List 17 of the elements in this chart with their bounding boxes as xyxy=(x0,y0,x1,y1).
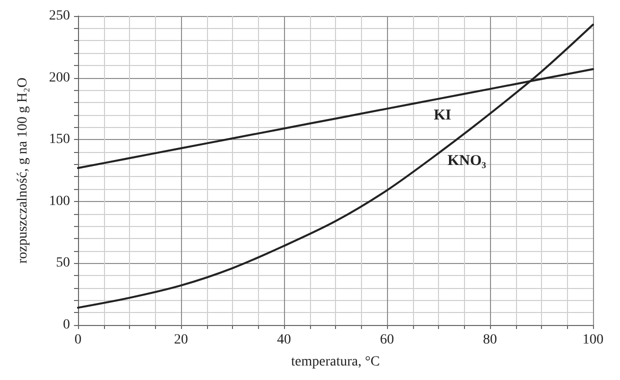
x-tick-label: 80 xyxy=(483,332,497,348)
y-tick-label: 150 xyxy=(49,132,70,148)
x-tick-label: 0 xyxy=(74,332,82,348)
y-tick-label: 250 xyxy=(49,8,70,24)
x-tick-label: 20 xyxy=(174,332,188,348)
x-tick-label: 60 xyxy=(380,332,394,348)
y-axis-title: rozpuszczalność, g na 100 g H₂O xyxy=(16,77,30,264)
line-series xyxy=(77,24,594,309)
x-tick-label: 40 xyxy=(277,332,291,348)
x-axis-title: temperatura, °C xyxy=(291,354,380,370)
y-tick-label: 100 xyxy=(49,194,70,209)
y-tick-label: 50 xyxy=(56,256,70,271)
series-label: KNO₃ xyxy=(448,153,487,170)
x-tick-label: 100 xyxy=(582,332,604,348)
series-label: KI xyxy=(434,107,452,124)
y-tick-label: 200 xyxy=(49,70,70,86)
y-tick-label: 0 xyxy=(63,318,70,332)
